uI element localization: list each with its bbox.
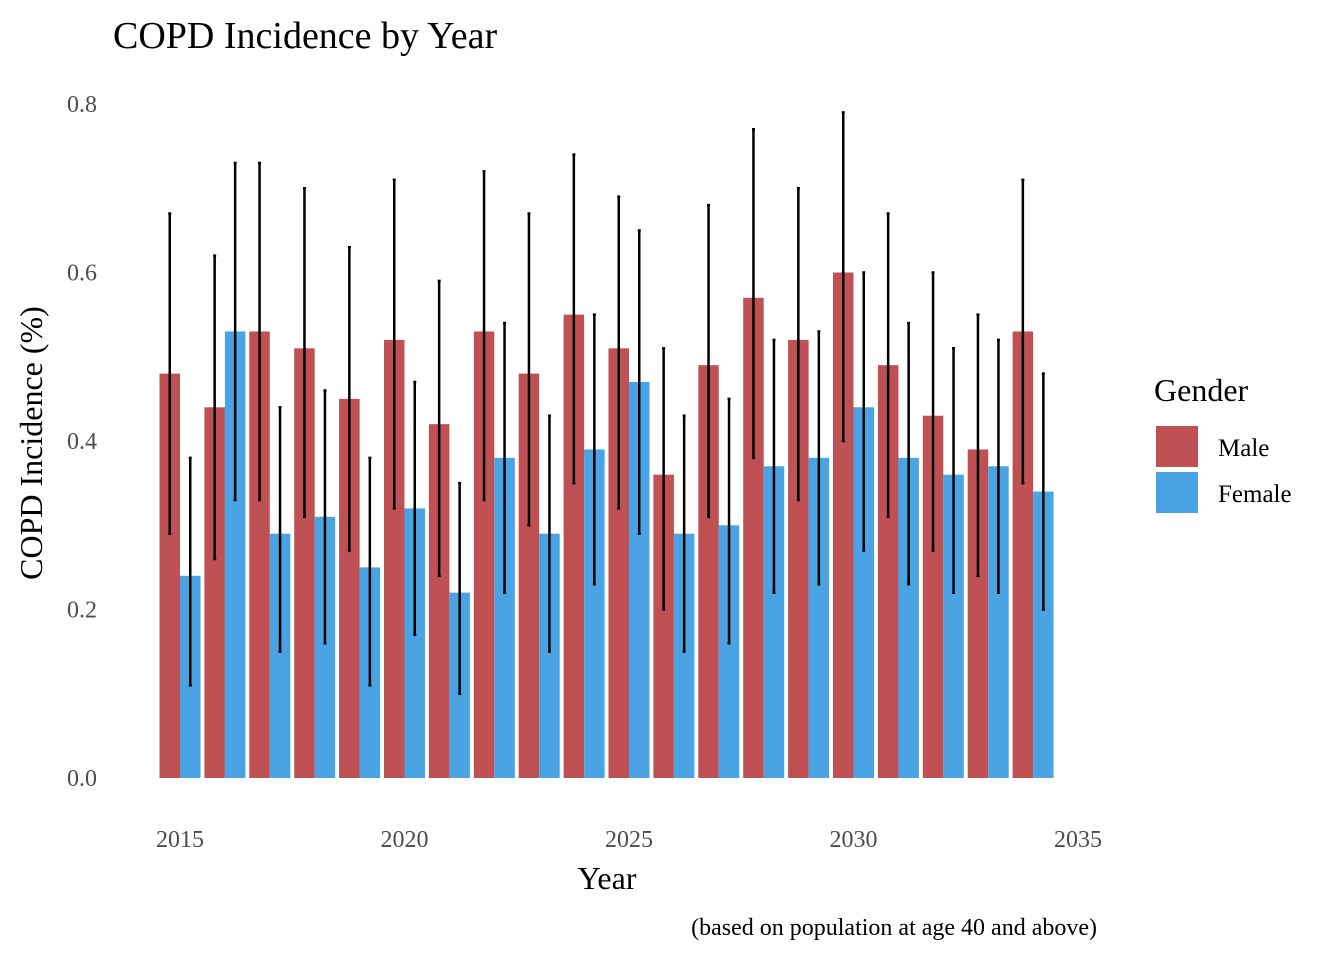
bar-female-2034: [1033, 491, 1054, 778]
legend-swatch-male: [1156, 426, 1198, 467]
bar-male-2021: [428, 424, 450, 778]
bar-male-2016: [204, 407, 225, 778]
y-tick-label: 0.8: [67, 92, 97, 118]
bar-female-2028: [763, 466, 785, 778]
x-tick-label: 2025: [605, 827, 653, 853]
bar-male-2018: [294, 348, 315, 778]
y-axis-title: COPD Incidence (%): [13, 306, 49, 580]
legend-label-female: Female: [1218, 481, 1292, 508]
bar-male-2032: [922, 415, 944, 778]
legend: Gender Male Female: [1154, 372, 1292, 513]
bar-female-2022: [494, 457, 515, 778]
y-axis-ticks: 0.0 0.2 0.4 0.6 0.8: [67, 92, 97, 792]
y-tick-label: 0.4: [67, 429, 97, 455]
bar-male-2022: [473, 331, 495, 778]
legend-title: Gender: [1154, 372, 1249, 408]
bar-male-2027: [698, 365, 719, 778]
bar-male-2023: [518, 373, 540, 778]
bar-female-2020: [404, 508, 425, 778]
bar-male-2034: [1012, 331, 1034, 778]
x-axis-title: Year: [578, 860, 637, 896]
bars-layer: [159, 272, 1054, 778]
bar-female-2029: [808, 457, 830, 778]
x-tick-label: 2015: [156, 827, 204, 853]
bar-female-2030: [853, 407, 874, 778]
legend-label-male: Male: [1218, 435, 1269, 462]
chart-caption: (based on population at age 40 and above…: [691, 915, 1097, 941]
bar-male-2029: [788, 339, 809, 778]
x-tick-label: 2035: [1054, 827, 1102, 853]
chart-title: COPD Incidence by Year: [113, 15, 498, 57]
bar-male-2028: [743, 297, 764, 778]
bar-male-2017: [249, 331, 270, 778]
x-tick-label: 2030: [830, 827, 878, 853]
x-tick-label: 2020: [381, 827, 429, 853]
bar-male-2025: [608, 348, 629, 778]
bar-female-2024: [584, 449, 605, 778]
bar-male-2024: [563, 314, 585, 778]
bar-female-2033: [988, 466, 1009, 778]
bar-male-2015: [159, 373, 180, 778]
y-tick-label: 0.0: [67, 766, 97, 792]
bar-female-2016: [224, 331, 246, 778]
legend-swatch-female: [1156, 472, 1198, 513]
bar-male-2033: [967, 449, 989, 778]
bar-female-2018: [314, 516, 336, 778]
bar-female-2023: [539, 533, 560, 778]
bar-male-2030: [833, 272, 854, 778]
error-bars-layer: [168, 111, 1045, 695]
y-tick-label: 0.6: [67, 261, 97, 287]
y-tick-label: 0.2: [67, 598, 97, 624]
x-axis-ticks: 2015 2020 2025 2030 2035: [156, 827, 1102, 853]
bar-female-2031: [898, 457, 919, 778]
bar-female-2026: [673, 533, 695, 778]
bar-male-2020: [384, 339, 405, 778]
bar-male-2031: [877, 365, 899, 778]
bar-female-2032: [943, 474, 964, 778]
bar-male-2026: [653, 474, 674, 778]
bar-female-2027: [718, 525, 740, 778]
bar-male-2019: [339, 398, 360, 778]
bar-female-2025: [629, 382, 650, 778]
bar-female-2017: [269, 533, 291, 778]
